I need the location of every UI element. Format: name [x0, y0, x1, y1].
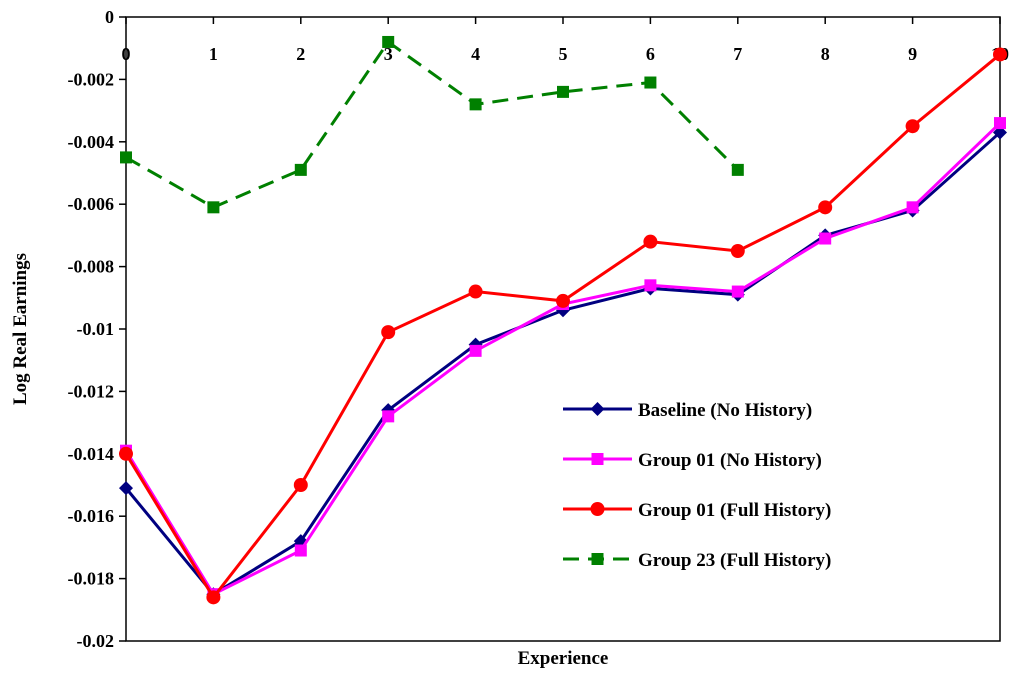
data-point-circle [206, 590, 221, 605]
data-point-diamond [590, 402, 605, 416]
data-point-diamond [119, 481, 133, 496]
x-axis-tick-labels: 012345678910 [122, 44, 1010, 64]
legend-item: Group 01 (No History) [563, 450, 822, 471]
x-tick-label: 4 [471, 44, 480, 64]
data-point-square [469, 98, 482, 111]
x-tick-label: 7 [733, 44, 742, 64]
y-tick-label: -0.004 [68, 132, 115, 152]
series-4 [120, 35, 744, 214]
plot-frame [125, 16, 1001, 642]
y-axis-title: Log Real Earnings [10, 253, 31, 405]
series-line [124, 121, 1002, 597]
data-point-square [294, 163, 307, 176]
y-tick-label: 0 [105, 7, 114, 27]
data-point-square [819, 232, 832, 245]
y-axis-tick-labels: 0 -0.002 -0.004 -0.006 -0.008 -0.01 -0.012 -0.0… [68, 7, 115, 651]
data-point-square [382, 410, 395, 423]
data-point-circle [556, 293, 570, 308]
y-tick-label: -0.02 [77, 631, 115, 651]
data-point-square [591, 453, 604, 465]
legend-label: Group 01 (Full History) [638, 500, 831, 521]
y-tick-label: -0.012 [68, 381, 115, 401]
y-tick-label: -0.008 [68, 257, 115, 277]
data-point-circle [468, 284, 483, 299]
legend-label: Group 01 (No History) [638, 450, 822, 471]
data-point-square [557, 85, 569, 98]
data-point-square [731, 163, 744, 176]
series-layer [119, 35, 1007, 605]
legend-label: Group 23 (Full History) [638, 550, 831, 571]
series-line [124, 53, 1001, 600]
y-tick-label: -0.016 [68, 506, 115, 526]
legend-item: Group 01 (Full History) [563, 500, 831, 521]
y-tick-label: -0.018 [68, 569, 115, 589]
data-point-square [994, 117, 1006, 130]
y-tick-label: -0.006 [68, 194, 115, 214]
data-point-circle [730, 244, 745, 258]
x-tick-label: 1 [209, 44, 218, 64]
data-point-square [207, 201, 220, 214]
x-tick-label: 5 [559, 44, 568, 64]
data-point-circle [643, 234, 658, 249]
data-point-circle [293, 478, 308, 492]
series-line [124, 131, 1001, 597]
y-tick-label: -0.01 [77, 319, 115, 339]
data-point-circle [905, 119, 920, 134]
data-point-square [294, 544, 307, 557]
data-point-circle [590, 502, 605, 516]
x-tick-label: 8 [821, 44, 830, 64]
x-tick-label: 6 [646, 44, 655, 64]
legend-label: Baseline (No History) [638, 400, 812, 421]
y-tick-label: -0.014 [68, 444, 115, 464]
x-axis-title: Experience [518, 648, 609, 669]
legend-item: Group 23 (Full History) [563, 550, 831, 571]
series-2 [120, 117, 1006, 601]
data-point-circle [818, 200, 833, 215]
x-tick-label: 2 [296, 44, 305, 64]
data-point-square [120, 151, 132, 164]
x-tick-label: 3 [384, 44, 393, 64]
series-3 [119, 47, 1007, 605]
data-point-square [382, 35, 395, 48]
data-point-circle [993, 47, 1007, 62]
data-point-square [906, 201, 919, 214]
series-1 [119, 125, 1007, 602]
data-point-circle [381, 325, 396, 340]
legend: Baseline (No History) Group 01 (No Histor… [563, 400, 831, 571]
legend-item: Baseline (No History) [563, 400, 812, 421]
y-tick-label: -0.002 [68, 69, 115, 89]
data-point-square [469, 344, 482, 357]
data-point-square [644, 279, 657, 292]
series-line [125, 39, 739, 209]
x-tick-label: 9 [908, 44, 917, 64]
data-point-square [644, 76, 657, 89]
data-point-square [731, 285, 744, 298]
data-point-square [591, 553, 604, 565]
data-point-circle [119, 446, 133, 461]
